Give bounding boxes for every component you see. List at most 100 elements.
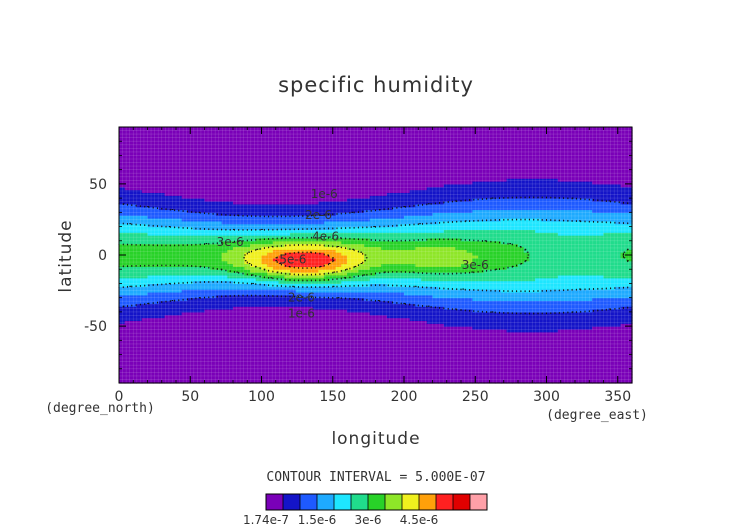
field-cell [318, 371, 325, 376]
field-cell [347, 351, 354, 356]
field-cell [267, 181, 274, 185]
field-cell [187, 294, 194, 299]
field-cell [272, 309, 280, 313]
field-cell [369, 351, 377, 356]
field-cell [193, 266, 200, 270]
field-cell [392, 277, 399, 282]
field-cell [381, 291, 388, 296]
field-cell [347, 277, 354, 282]
field-cell [170, 274, 177, 279]
field-cell [324, 323, 331, 327]
field-cell [415, 320, 422, 324]
field-cell [341, 163, 348, 168]
field-cell [124, 141, 131, 145]
field-cell [358, 186, 365, 191]
field-cell [329, 314, 337, 319]
field-cell [318, 135, 325, 139]
field-cell [193, 252, 200, 256]
field-cell [198, 263, 206, 267]
field-cell [404, 260, 411, 265]
field-cell [158, 269, 166, 273]
field-cell [404, 317, 411, 322]
field-cell [215, 129, 223, 134]
field-cell [290, 243, 297, 248]
field-cell [221, 337, 228, 341]
field-cell [364, 229, 371, 233]
field-cell [295, 269, 302, 273]
field-cell [375, 203, 382, 208]
field-cell [141, 200, 149, 205]
field-cell [290, 249, 297, 253]
field-cell [358, 354, 365, 358]
field-cell [284, 323, 291, 327]
field-cell [170, 166, 177, 171]
field-cell [426, 181, 434, 185]
field-cell [318, 331, 325, 336]
field-cell [170, 232, 177, 236]
field-cell [130, 243, 137, 248]
field-cell [221, 323, 228, 327]
field-cell [421, 320, 428, 324]
field-cell [284, 252, 291, 256]
field-cell [130, 237, 137, 242]
field-cell [301, 371, 308, 376]
field-cell [198, 240, 206, 245]
field-cell [164, 198, 171, 202]
field-cell [130, 141, 137, 145]
field-cell [176, 377, 183, 381]
field-cell [301, 306, 308, 310]
field-cell [124, 209, 131, 213]
field-cell [227, 343, 234, 347]
field-cell [284, 158, 291, 162]
field-cell [187, 334, 194, 339]
field-cell [164, 149, 171, 154]
field-cell [221, 348, 228, 353]
field-cell [227, 189, 234, 194]
field-cell [386, 255, 394, 259]
field-cell [227, 249, 234, 253]
field-cell [364, 365, 371, 370]
field-cell [215, 266, 223, 270]
field-cell [176, 144, 183, 148]
field-cell [130, 152, 137, 157]
field-cell [124, 198, 131, 202]
field-cell [164, 289, 171, 293]
field-cell [307, 357, 314, 361]
field-cell [335, 377, 342, 381]
field-cell [318, 260, 325, 265]
field-cell [301, 320, 308, 324]
field-cell [415, 226, 422, 230]
field-cell [187, 169, 194, 174]
field-cell [272, 229, 280, 233]
field-cell [421, 260, 428, 265]
field-cell [272, 161, 280, 165]
field-cell [284, 192, 291, 196]
field-cell [267, 365, 274, 370]
field-cell [290, 294, 297, 299]
field-cell [386, 289, 394, 293]
field-cell [181, 334, 188, 339]
field-cell [295, 212, 302, 216]
field-cell [153, 186, 160, 191]
field-cell [307, 260, 314, 265]
field-cell [290, 368, 297, 373]
field-cell [307, 274, 314, 279]
field-cell [421, 192, 428, 196]
field-cell [398, 337, 405, 341]
field-cell [153, 280, 160, 285]
field-cell [181, 220, 188, 225]
field-cell [324, 368, 331, 373]
field-cell [221, 306, 228, 310]
field-cell [204, 286, 211, 290]
field-cell [358, 155, 365, 159]
field-cell [187, 277, 194, 282]
field-cell [324, 314, 331, 319]
field-cell [290, 328, 297, 333]
field-cell [324, 215, 331, 219]
field-cell [170, 294, 177, 299]
field-cell [426, 280, 434, 285]
field-cell [358, 300, 365, 304]
field-cell [415, 317, 422, 322]
field-cell [119, 326, 126, 330]
field-cell [181, 186, 188, 191]
